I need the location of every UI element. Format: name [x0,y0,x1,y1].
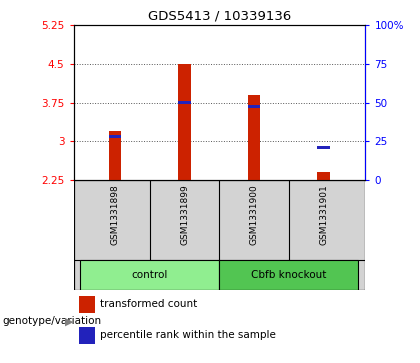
Text: GSM1331901: GSM1331901 [319,184,328,245]
Bar [79,327,95,344]
Text: genotype/variation: genotype/variation [2,316,101,326]
Bar [318,146,330,149]
Bar [178,101,191,104]
Text: transformed count: transformed count [100,299,197,309]
Text: control: control [132,270,168,280]
Bar [248,105,260,108]
Text: GSM1331899: GSM1331899 [180,184,189,245]
Bar [220,261,358,290]
Title: GDS5413 / 10339136: GDS5413 / 10339136 [148,10,291,23]
Text: GSM1331900: GSM1331900 [250,184,259,245]
Bar [248,95,260,180]
Bar [79,296,95,313]
Bar [109,135,121,138]
Text: percentile rank within the sample: percentile rank within the sample [100,330,276,340]
Text: ▶: ▶ [65,316,73,326]
Text: GSM1331898: GSM1331898 [111,184,120,245]
Bar [318,172,330,180]
Bar [81,261,220,290]
Bar [178,64,191,180]
Text: Cbfb knockout: Cbfb knockout [251,270,327,280]
Bar [109,131,121,180]
